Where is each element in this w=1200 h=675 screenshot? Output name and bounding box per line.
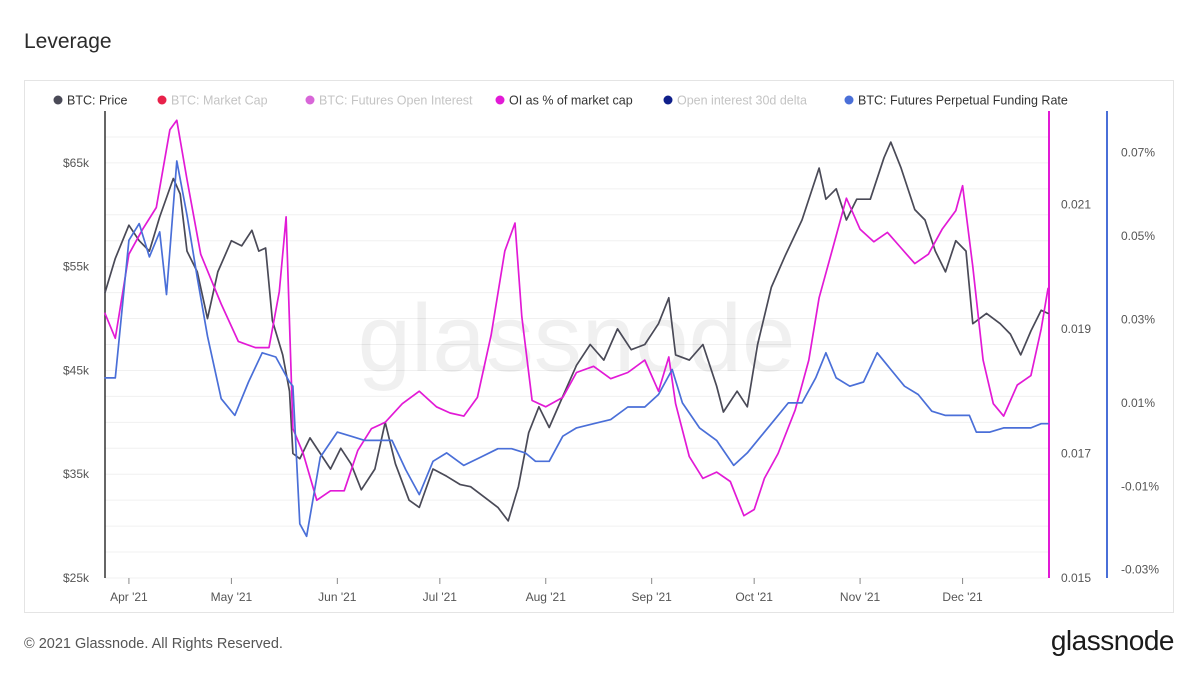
- oi-pct-tick-label: 0.017: [1061, 446, 1091, 460]
- legend-item-label[interactable]: BTC: Market Cap: [171, 94, 268, 108]
- x-tick-label: Sep '21: [632, 590, 673, 604]
- price-tick-label: $55k: [63, 260, 90, 274]
- legend-item-label[interactable]: BTC: Price: [67, 94, 127, 108]
- legend-marker[interactable]: [305, 95, 315, 105]
- legend-marker[interactable]: [495, 95, 505, 105]
- chart-svg[interactable]: glassnode $25k $35k $45k $55k $65k 0.015 0.017 0…: [25, 81, 1173, 612]
- x-tick-label: Nov '21: [840, 590, 881, 604]
- watermark: glassnode: [358, 285, 796, 392]
- x-tick-label: May '21: [211, 590, 253, 604]
- x-tick-label: Aug '21: [526, 590, 567, 604]
- funding-tick-label: -0.01%: [1121, 479, 1159, 493]
- x-tick-label: Apr '21: [110, 590, 148, 604]
- legend-marker[interactable]: [53, 95, 63, 105]
- price-tick-label: $35k: [63, 467, 90, 481]
- legend-item-label[interactable]: BTC: Futures Perpetual Funding Rate: [858, 94, 1068, 108]
- oi-pct-tick-label: 0.015: [1061, 571, 1091, 585]
- legend-marker[interactable]: [157, 95, 167, 105]
- funding-rate-line[interactable]: [104, 160, 1049, 538]
- legend-item-label[interactable]: OI as % of market cap: [509, 94, 633, 108]
- x-tick-label: Oct '21: [735, 590, 773, 604]
- page-title: Leverage: [24, 30, 112, 53]
- funding-tick-label: 0.01%: [1121, 396, 1155, 410]
- price-tick-label: $65k: [63, 156, 90, 170]
- x-tick-label: Dec '21: [942, 590, 983, 604]
- legend-item-label[interactable]: Open interest 30d delta: [677, 94, 807, 108]
- oi-pct-line[interactable]: [104, 119, 1049, 517]
- price-tick-label: $45k: [63, 363, 90, 377]
- btc-price-line[interactable]: [104, 141, 1049, 522]
- funding-tick-label: 0.07%: [1121, 146, 1155, 160]
- oi-pct-tick-label: 0.019: [1061, 322, 1091, 336]
- legend-marker[interactable]: [844, 95, 854, 105]
- x-tick-label: Jul '21: [423, 590, 458, 604]
- footer-copyright: © 2021 Glassnode. All Rights Reserved.: [24, 636, 283, 652]
- funding-tick-label: 0.03%: [1121, 312, 1155, 326]
- oi-pct-tick-label: 0.021: [1061, 197, 1091, 211]
- x-tick-label: Jun '21: [318, 590, 357, 604]
- legend-marker[interactable]: [663, 95, 673, 105]
- chart-container: glassnode $25k $35k $45k $55k $65k 0.015 0.017 0…: [24, 80, 1174, 613]
- funding-tick-label: -0.03%: [1121, 563, 1159, 577]
- funding-tick-label: 0.05%: [1121, 229, 1155, 243]
- legend-item-label[interactable]: BTC: Futures Open Interest: [319, 94, 473, 108]
- price-tick-label: $25k: [63, 571, 90, 585]
- glassnode-logo: glassnode: [1050, 625, 1175, 656]
